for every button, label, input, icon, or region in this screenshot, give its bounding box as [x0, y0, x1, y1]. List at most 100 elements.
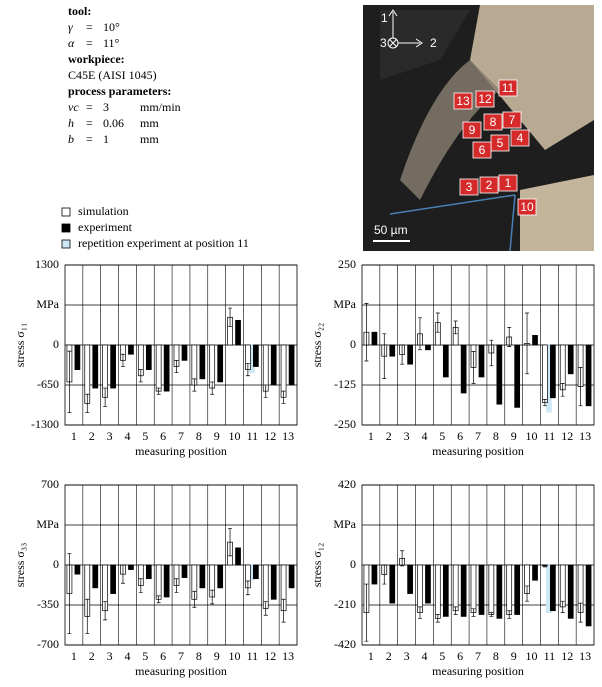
x-tick-label: 8	[493, 429, 499, 443]
bar	[372, 565, 377, 584]
bar	[542, 345, 547, 403]
x-tick-label: 7	[178, 429, 184, 443]
x-tick-label: 6	[457, 429, 463, 443]
heading: process parameters:	[68, 84, 171, 98]
bar	[128, 565, 133, 570]
x-tick-label: 5	[439, 429, 445, 443]
legend-label: repetition experiment at position 11	[78, 236, 249, 250]
x-tick-label: 13	[579, 649, 591, 663]
x-tick-label: 13	[282, 649, 294, 663]
x-tick-label: 9	[214, 649, 220, 663]
x-tick-label: 7	[475, 429, 481, 443]
bar	[408, 565, 413, 594]
bar	[253, 345, 258, 367]
bar	[93, 565, 98, 588]
parameter: vc	[68, 100, 79, 114]
y-tick-label: 250	[338, 257, 356, 271]
x-axis-title: measuring position	[432, 664, 524, 678]
bar	[263, 345, 268, 391]
x-tick-label: 13	[282, 429, 294, 443]
y-tick-label: MPa	[333, 297, 356, 311]
x-tick-label: 11	[247, 649, 259, 663]
legend-label: simulation	[78, 204, 129, 218]
axis-label: 3	[380, 36, 387, 50]
parameter: mm	[140, 132, 159, 146]
bar	[289, 345, 294, 385]
x-tick-label: 2	[89, 649, 95, 663]
position-label: 5	[497, 136, 504, 150]
bar	[507, 565, 512, 615]
x-tick-label: 1	[368, 649, 374, 663]
y-tick-label: 0	[350, 557, 356, 571]
bar	[253, 565, 258, 579]
x-tick-label: 8	[493, 649, 499, 663]
bar	[443, 565, 448, 616]
y-axis-title: stress σ₁₂	[310, 543, 324, 588]
bar	[560, 565, 565, 607]
y-tick-label: 0	[350, 337, 356, 351]
bar	[568, 565, 573, 618]
x-tick-label: 4	[124, 649, 130, 663]
position-label: 4	[517, 131, 524, 145]
bar	[425, 345, 430, 350]
bar	[390, 565, 395, 603]
y-tick-label: 0	[53, 337, 59, 351]
x-tick-label: 3	[107, 429, 113, 443]
x-tick-label: 7	[475, 649, 481, 663]
legend-swatch	[62, 224, 70, 232]
x-tick-label: 9	[214, 429, 220, 443]
y-tick-label: MPa	[36, 297, 59, 311]
legend-swatch	[62, 208, 70, 216]
parameter: =	[86, 100, 93, 114]
bar	[550, 565, 555, 611]
bar	[479, 565, 484, 615]
x-tick-label: 10	[526, 429, 538, 443]
bar	[182, 565, 187, 578]
bar	[182, 345, 187, 360]
bar	[93, 345, 98, 388]
parameter: 10°	[103, 20, 120, 34]
x-tick-label: 2	[89, 429, 95, 443]
bar	[164, 345, 169, 391]
x-tick-label: 6	[160, 649, 166, 663]
x-tick-label: 8	[196, 429, 202, 443]
parameter: b	[68, 132, 74, 146]
bar	[425, 565, 430, 603]
position-label: 6	[479, 143, 486, 157]
parameter: mm	[140, 116, 159, 130]
y-tick-label: -210	[334, 597, 356, 611]
bar	[550, 345, 555, 398]
x-tick-label: 10	[526, 649, 538, 663]
x-tick-label: 11	[544, 649, 556, 663]
bar	[515, 345, 520, 407]
parameter: α	[68, 36, 75, 50]
x-tick-label: 12	[561, 429, 573, 443]
bar	[111, 345, 116, 388]
axis-label: 1	[381, 11, 388, 25]
parameter: =	[86, 116, 93, 130]
bar	[417, 565, 422, 613]
bar	[461, 565, 466, 616]
bar	[289, 565, 294, 588]
position-label: 12	[478, 92, 492, 106]
bar	[479, 345, 484, 377]
bar	[128, 345, 133, 354]
parameter: h	[68, 116, 74, 130]
x-tick-label: 2	[386, 649, 392, 663]
bar	[453, 565, 458, 611]
bar	[236, 548, 241, 565]
bar	[586, 345, 591, 406]
parameter: 1	[103, 132, 109, 146]
y-tick-label: -650	[37, 377, 59, 391]
y-tick-label: 700	[41, 477, 59, 491]
x-tick-label: 1	[71, 429, 77, 443]
bar	[111, 565, 116, 594]
x-tick-label: 9	[511, 649, 517, 663]
position-label: 11	[502, 81, 515, 95]
bar	[533, 565, 538, 580]
x-tick-label: 3	[404, 429, 410, 443]
x-axis-title: measuring position	[135, 664, 227, 678]
scale-label: 50 µm	[374, 223, 408, 237]
x-tick-label: 2	[386, 429, 392, 443]
